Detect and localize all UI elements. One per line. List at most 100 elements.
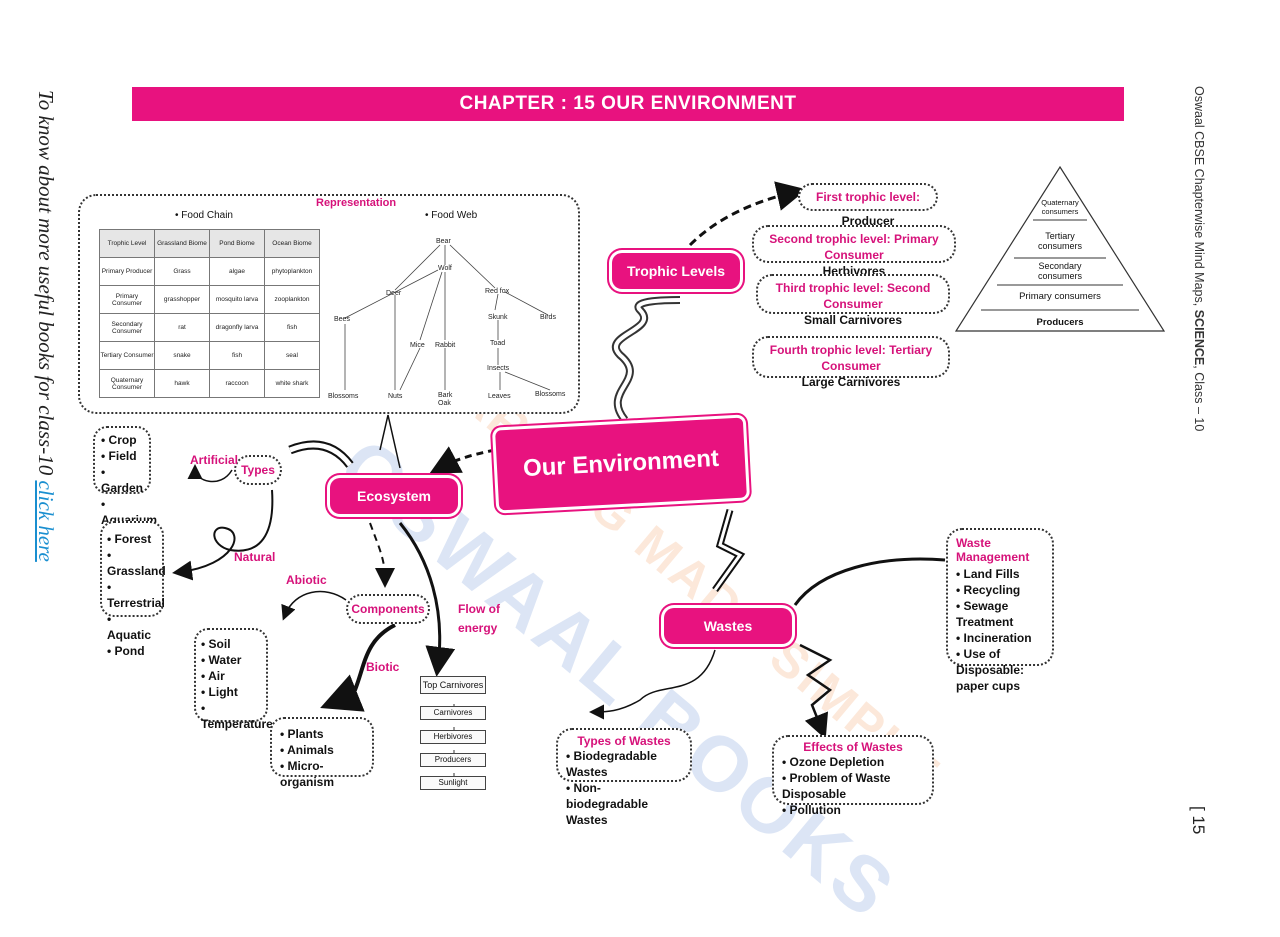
food-web-node: Skunk bbox=[488, 314, 508, 321]
list-item: Aquatic bbox=[107, 611, 157, 643]
trophic-level-1-head: First trophic level: bbox=[815, 190, 921, 204]
food-web-node: Bark Oak bbox=[438, 392, 453, 407]
trophic-level-4: Fourth trophic level: Tertiary Consumer … bbox=[752, 336, 950, 389]
table-cell: Trophic Level bbox=[99, 229, 155, 258]
center-topic: Our Environment bbox=[495, 417, 747, 511]
list-item: Grassland bbox=[107, 547, 166, 579]
food-web-node: Rabbit bbox=[435, 342, 456, 349]
pyramid-level: Tertiary consumers bbox=[1037, 231, 1082, 251]
list-item: Incineration bbox=[956, 630, 1044, 646]
food-web-node: Bees bbox=[334, 316, 350, 323]
pyramid-level: Producers bbox=[1036, 317, 1084, 328]
table-cell: snake bbox=[154, 341, 210, 370]
list-item: Crop bbox=[101, 432, 143, 448]
artificial-label: Artificial bbox=[190, 453, 239, 467]
table-cell: Quaternary Consumer bbox=[99, 369, 155, 398]
list-item: Plants bbox=[280, 726, 364, 742]
table-cell: Grass bbox=[154, 257, 210, 286]
list-item: Terrestrial bbox=[107, 579, 165, 611]
table-cell: Tertiary Consumer bbox=[99, 341, 155, 370]
trophic-levels-node: Trophic Levels bbox=[612, 253, 740, 289]
table-cell: phytoplankton bbox=[264, 257, 320, 286]
trophic-level-3-sub: Small Carnivores bbox=[803, 313, 903, 327]
table-cell: Pond Biome bbox=[209, 229, 265, 258]
list-item: Recycling bbox=[956, 582, 1044, 598]
list-item: Water bbox=[201, 652, 261, 668]
food-web-lines bbox=[344, 244, 551, 391]
effects-of-wastes-title: Effects of Wastes bbox=[803, 740, 903, 754]
trophic-level-1: First trophic level: Producer bbox=[798, 183, 938, 228]
list-item: Pond bbox=[107, 643, 157, 659]
food-web-title: • Food Web bbox=[425, 210, 478, 221]
table-cell: algae bbox=[209, 257, 265, 286]
food-web-node: Blossoms bbox=[328, 393, 359, 400]
list-item: Forest bbox=[107, 531, 157, 547]
list-item: Light bbox=[201, 684, 261, 700]
table-cell: mosquito larva bbox=[209, 285, 265, 314]
list-item: Garden bbox=[101, 464, 143, 496]
table-cell: Primary Producer bbox=[99, 257, 155, 286]
biotic-box: Plants Animals Micro-organism bbox=[270, 717, 374, 789]
food-web-node: Blossoms bbox=[535, 391, 566, 398]
energy-level: Sunlight bbox=[420, 776, 486, 790]
ecosystem-node: Ecosystem bbox=[330, 478, 458, 514]
trophic-level-2-head: Second trophic level: Primary Consumer bbox=[769, 232, 939, 262]
table-row: Tertiary Consumer snake fish seal bbox=[99, 341, 320, 370]
food-web-node: Leaves bbox=[488, 393, 511, 400]
wastes-node: Wastes bbox=[664, 608, 792, 644]
table-cell: Grassland Biome bbox=[154, 229, 210, 258]
components-node: Components bbox=[346, 594, 430, 624]
trophic-level-3: Third trophic level: Second Consumer Sma… bbox=[756, 274, 950, 327]
table-cell: seal bbox=[264, 341, 320, 370]
pyramid-level: Secondary consumers bbox=[1037, 261, 1082, 281]
representation-label: Representation bbox=[316, 197, 397, 209]
table-cell: raccoon bbox=[209, 369, 265, 398]
list-item: Soil bbox=[201, 636, 261, 652]
food-web-node: Bear bbox=[436, 238, 451, 245]
list-item: Air bbox=[201, 668, 261, 684]
waste-management-title: Waste Management bbox=[956, 536, 1030, 564]
food-web-node: Insects bbox=[487, 365, 510, 372]
energy-level: Carnivores bbox=[420, 706, 486, 720]
trophic-level-1-tail: Producer bbox=[841, 214, 895, 228]
list-item: Use of Disposable: paper cups bbox=[956, 646, 1044, 694]
energy-pyramid-shape bbox=[954, 165, 1166, 332]
table-cell: grasshopper bbox=[154, 285, 210, 314]
food-web-node: Deer bbox=[386, 290, 402, 297]
table-cell: zooplankton bbox=[264, 285, 320, 314]
types-node: Types bbox=[234, 455, 282, 485]
table-cell: hawk bbox=[154, 369, 210, 398]
waste-management-box: Waste Management Land Fills Recycling Se… bbox=[946, 528, 1054, 693]
trophic-level-4-sub: Large Carnivores bbox=[801, 375, 901, 389]
food-web-node: Wolf bbox=[438, 265, 452, 272]
energy-level: Herbivores bbox=[420, 730, 486, 744]
natural-box: Forest Grassland Terrestrial Aquatic Pon… bbox=[100, 521, 166, 658]
food-web-node: Mice bbox=[410, 342, 425, 349]
table-row: Primary Producer Grass algae phytoplankt… bbox=[99, 257, 320, 286]
abiotic-box: Soil Water Air Light Temperature bbox=[194, 628, 273, 731]
list-item: Land Fills bbox=[956, 566, 1044, 582]
list-item: Problem of Waste Disposable bbox=[782, 770, 924, 802]
abiotic-label: Abiotic bbox=[286, 573, 327, 587]
food-chain-title: • Food Chain bbox=[175, 210, 233, 221]
table-row: Trophic Level Grassland Biome Pond Biome… bbox=[99, 229, 320, 258]
types-of-wastes-box: Types of Wastes Biodegradable Wastes Non… bbox=[556, 728, 692, 827]
food-web-node: Nuts bbox=[388, 393, 403, 400]
biotic-label: Biotic bbox=[366, 660, 400, 674]
trophic-level-2: Second trophic level: Primary Consumer H… bbox=[752, 225, 956, 278]
natural-label: Natural bbox=[234, 550, 276, 564]
food-web-node: Red fox bbox=[485, 288, 510, 295]
energy-level: Producers bbox=[420, 753, 486, 767]
types-of-wastes-title: Types of Wastes bbox=[577, 734, 671, 748]
chapter-banner: CHAPTER : 15 OUR ENVIRONMENT bbox=[132, 87, 1124, 121]
flow-of-energy-label: Flow of energy bbox=[458, 602, 500, 635]
food-web-node: Birds bbox=[540, 314, 556, 321]
food-chain-table: Trophic Level Grassland Biome Pond Biome… bbox=[99, 229, 320, 398]
table-row: Quaternary Consumer hawk raccoon white s… bbox=[99, 369, 320, 398]
effects-of-wastes-box: Effects of Wastes Ozone Depletion Proble… bbox=[772, 735, 934, 817]
table-cell: dragonfly larva bbox=[209, 313, 265, 342]
artificial-box: Crop Field Garden Aquarium bbox=[93, 426, 157, 527]
list-item: Micro-organism bbox=[280, 758, 364, 790]
table-cell: Secondary Consumer bbox=[99, 313, 155, 342]
table-cell: fish bbox=[209, 341, 265, 370]
